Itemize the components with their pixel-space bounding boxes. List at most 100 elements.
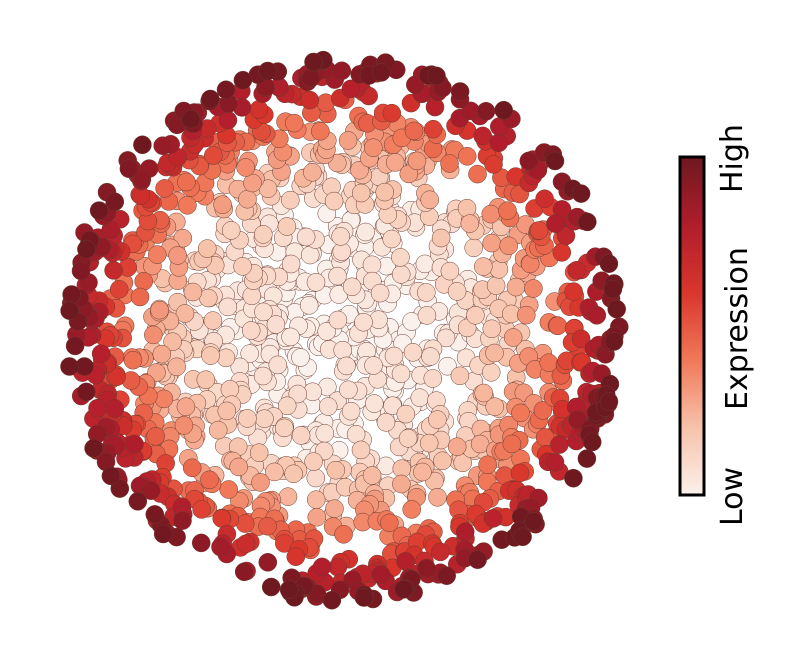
scatter-point bbox=[255, 409, 274, 428]
scatter-point bbox=[546, 214, 565, 233]
scatter-point bbox=[300, 90, 320, 110]
scatter-point bbox=[150, 300, 169, 320]
scatter-point bbox=[196, 370, 216, 389]
scatter-point bbox=[132, 170, 152, 189]
scatter-point bbox=[513, 527, 532, 547]
scatter-point bbox=[428, 488, 447, 507]
scatter-point bbox=[299, 296, 319, 315]
scatter-point bbox=[173, 228, 193, 248]
scatter-point bbox=[278, 487, 298, 506]
scatter-point bbox=[277, 217, 297, 236]
scatter-point bbox=[268, 355, 288, 375]
scatter-point bbox=[304, 452, 323, 471]
scatter-point bbox=[604, 332, 624, 351]
scatter-point bbox=[354, 312, 373, 332]
scatter-point bbox=[249, 443, 269, 462]
scatter-point bbox=[582, 432, 602, 452]
scatter-point bbox=[423, 369, 443, 388]
scatter-point bbox=[484, 155, 503, 174]
scatter-point bbox=[234, 562, 254, 582]
colorbar-gradient bbox=[678, 155, 706, 497]
scatter-point bbox=[391, 364, 411, 384]
scatter-point bbox=[494, 100, 513, 120]
scatter-point bbox=[421, 347, 440, 366]
scatter-point bbox=[296, 227, 316, 247]
scatter-point bbox=[141, 481, 161, 500]
scatter-point bbox=[356, 222, 375, 242]
scatter-point bbox=[326, 460, 346, 480]
scatter-point bbox=[258, 516, 277, 536]
scatter-point bbox=[89, 201, 109, 220]
scatter-point bbox=[431, 542, 450, 562]
scatter-point bbox=[334, 525, 353, 544]
scatter-point bbox=[455, 522, 475, 542]
scatter-point bbox=[474, 383, 493, 403]
scatter-point bbox=[178, 196, 197, 215]
scatter-point bbox=[578, 212, 597, 232]
scatter-point bbox=[328, 266, 347, 286]
scatter-point bbox=[212, 509, 232, 528]
scatter-point bbox=[404, 121, 424, 141]
scatter-point bbox=[533, 401, 553, 420]
scatter-point bbox=[394, 580, 413, 599]
scatter-point bbox=[213, 195, 232, 214]
scatter-point bbox=[152, 344, 172, 364]
scatter-point bbox=[331, 227, 350, 246]
scatter-point bbox=[119, 159, 139, 178]
scatter-point bbox=[218, 297, 238, 317]
scatter-point bbox=[303, 163, 322, 182]
scatter-point bbox=[478, 455, 497, 475]
scatter-point bbox=[406, 75, 425, 94]
scatter-point bbox=[208, 420, 228, 440]
scatter-point bbox=[457, 147, 477, 166]
scatter-point bbox=[392, 474, 411, 494]
scatter-point bbox=[155, 179, 174, 198]
scatter-point bbox=[204, 146, 223, 165]
scatter-point bbox=[410, 388, 430, 407]
scatter-point bbox=[249, 100, 269, 119]
scatter-point bbox=[306, 273, 326, 292]
scatter-point bbox=[499, 236, 518, 256]
scatter-point bbox=[175, 304, 195, 323]
scatter-point bbox=[337, 356, 356, 376]
scatter-point bbox=[128, 492, 148, 511]
scatter-points bbox=[60, 50, 629, 610]
scatter-point bbox=[325, 499, 344, 518]
scatter-point bbox=[464, 238, 483, 258]
scatter-point bbox=[240, 344, 259, 363]
scatter-point bbox=[60, 301, 79, 320]
scatter-point bbox=[486, 276, 506, 295]
scatter-point bbox=[417, 283, 436, 302]
scatter-point bbox=[306, 490, 326, 509]
colorbar: High Expression Low bbox=[678, 124, 755, 526]
scatter-point bbox=[354, 588, 374, 607]
scatter-point bbox=[519, 151, 539, 171]
scatter-point bbox=[109, 280, 129, 299]
scatter-point bbox=[402, 500, 421, 519]
scatter-point bbox=[266, 315, 286, 334]
scatter-point bbox=[60, 357, 79, 376]
scatter-point bbox=[191, 533, 211, 553]
scatter-point bbox=[200, 470, 219, 490]
scatter-point bbox=[105, 399, 125, 418]
scatter-point bbox=[417, 558, 436, 578]
scatter-point bbox=[362, 255, 382, 275]
scatter-point bbox=[110, 479, 130, 498]
scatter-point bbox=[291, 348, 310, 367]
scatter-point bbox=[380, 513, 399, 533]
scatter-point bbox=[485, 343, 504, 363]
scatter-point bbox=[217, 401, 237, 421]
scatter-point bbox=[176, 397, 196, 416]
scatter-point bbox=[341, 401, 361, 421]
scatter-point bbox=[447, 282, 467, 301]
scatter-point bbox=[220, 380, 240, 399]
scatter-point bbox=[324, 191, 344, 211]
scatter-point bbox=[238, 189, 257, 209]
scatter-point bbox=[391, 248, 410, 267]
scatter-point bbox=[104, 261, 123, 280]
scatter-point bbox=[564, 468, 583, 488]
scatter-point bbox=[403, 343, 423, 362]
scatter-point bbox=[603, 279, 623, 299]
scatter-point bbox=[498, 201, 517, 220]
scatter-point bbox=[384, 346, 404, 366]
